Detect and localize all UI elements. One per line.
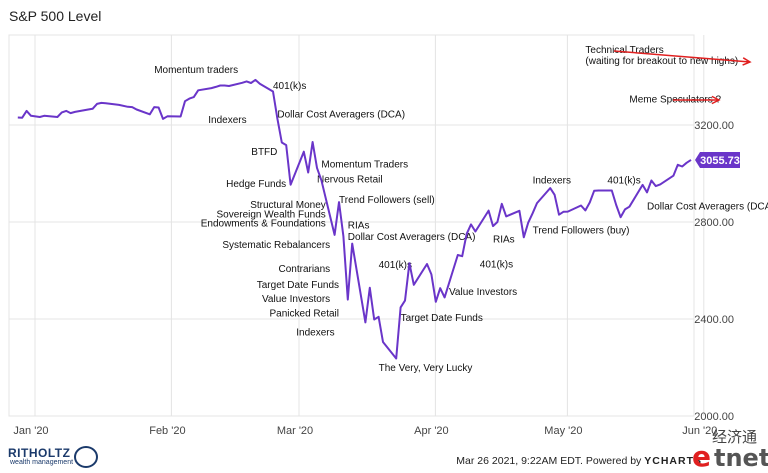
annotation-label: Nervous Retail — [317, 174, 383, 185]
annotation-label: Momentum traders — [154, 65, 238, 76]
red-arrow-head-icon — [711, 95, 721, 105]
annotation-label: Dollar Cost Averagers (DCA) — [348, 232, 476, 243]
ritholtz-logo: RITHOLTZ wealth management — [8, 446, 98, 470]
y-tick-label: 2000.00 — [694, 411, 734, 423]
watermark-e: e — [692, 440, 711, 473]
annotation-label: Momentum Traders — [321, 159, 408, 170]
last-value-label: 3055.73 — [700, 155, 740, 167]
sp500-line — [17, 78, 692, 360]
annotation-label: 401(k)s — [379, 260, 412, 271]
last-value-badge — [695, 151, 740, 168]
annotation-label: Indexers — [208, 115, 246, 126]
logo-name: RITHOLTZ — [8, 446, 71, 460]
annotation-label: Structural Money — [250, 200, 326, 211]
annotation-label: Technical Traders — [585, 45, 663, 56]
red-arrow-head-icon — [742, 57, 752, 66]
annotation-label: 401(k)s — [607, 175, 640, 186]
annotation-label: Contrarians — [278, 264, 330, 275]
annotation-label: Dollar Cost Averagers (DCA) — [647, 201, 768, 212]
annotation-label: Trend Followers (sell) — [339, 195, 435, 206]
annotation-label: Dollar Cost Averagers (DCA) — [277, 110, 405, 121]
y-tick-label: 2800.00 — [694, 217, 734, 229]
annotation-label: Panicked Retail — [270, 309, 339, 320]
logo-subtitle: wealth management — [10, 459, 74, 466]
y-tick-label: 3200.00 — [694, 120, 734, 132]
annotation-label: Value Investors — [262, 294, 330, 305]
annotation-label: RIAs — [348, 220, 370, 231]
annotation-label: RIAs — [493, 234, 515, 245]
annotation-label: Hedge Funds — [226, 179, 286, 190]
logo-emblem-icon — [74, 446, 98, 468]
watermark-cn: 经济通 — [712, 428, 758, 446]
watermark-net: tnet — [714, 444, 768, 472]
x-tick-label: Jun '20 — [682, 425, 717, 437]
x-tick-label: Mar '20 — [277, 425, 313, 437]
x-tick-label: Jan '20 — [13, 425, 48, 437]
y-tick-label: 2400.00 — [694, 314, 734, 326]
etnet-watermark: 经济通 e tnet — [692, 425, 768, 473]
annotation-label: Target Date Funds — [401, 313, 483, 324]
chart-title: S&P 500 Level — [9, 8, 102, 24]
annotation-label: The Very, Very Lucky — [379, 363, 473, 374]
x-tick-label: Apr '20 — [414, 425, 449, 437]
x-tick-label: May '20 — [544, 425, 582, 437]
footer-credits: Mar 26 2021, 9:22AM EDT. Powered by YCHA… — [456, 455, 702, 467]
annotation-label: Endowments & Foundations — [201, 219, 326, 230]
annotation-label: 401(k)s — [273, 81, 306, 92]
annotation-label: Trend Followers (buy) — [533, 225, 630, 236]
ycharts-logo: YCHARTS — [644, 455, 702, 467]
annotation-label: Indexers — [296, 327, 334, 338]
annotation-label: Systematic Rebalancers — [222, 240, 330, 251]
timestamp: Mar 26 2021, 9:22AM EDT. Powered by — [456, 455, 645, 467]
annotation-label: (waiting for breakout to new highs) — [585, 56, 738, 67]
annotation-label: Target Date Funds — [257, 280, 339, 291]
annotation-label: Sovereign Wealth Funds — [216, 209, 325, 220]
annotation-label: Value Investors — [449, 287, 517, 298]
x-tick-label: Feb '20 — [149, 425, 185, 437]
annotation-label: 401(k)s — [480, 260, 513, 271]
red-arrow-line — [613, 50, 751, 63]
annotation-label: Indexers — [533, 175, 571, 186]
annotation-label: BTFD — [251, 147, 277, 158]
